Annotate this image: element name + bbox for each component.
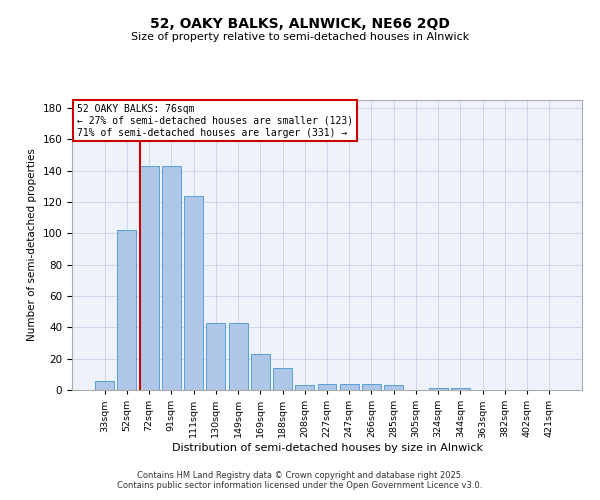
Text: Contains HM Land Registry data © Crown copyright and database right 2025.
Contai: Contains HM Land Registry data © Crown c… [118,470,482,490]
X-axis label: Distribution of semi-detached houses by size in Alnwick: Distribution of semi-detached houses by … [172,443,482,453]
Bar [340,384,359,390]
Y-axis label: Number of semi-detached properties: Number of semi-detached properties [27,148,37,342]
Bar [362,384,381,390]
Bar [206,322,225,390]
Bar [162,166,181,390]
Bar [251,354,270,390]
Bar [429,388,448,390]
Bar [95,380,114,390]
Bar [317,384,337,390]
Bar [184,196,203,390]
Text: Size of property relative to semi-detached houses in Alnwick: Size of property relative to semi-detach… [131,32,469,42]
Bar [384,386,403,390]
Bar [451,388,470,390]
Bar [295,386,314,390]
Bar [273,368,292,390]
Bar [140,166,158,390]
Bar [229,322,248,390]
Text: 52 OAKY BALKS: 76sqm
← 27% of semi-detached houses are smaller (123)
71% of semi: 52 OAKY BALKS: 76sqm ← 27% of semi-detac… [77,104,353,138]
Text: 52, OAKY BALKS, ALNWICK, NE66 2QD: 52, OAKY BALKS, ALNWICK, NE66 2QD [150,18,450,32]
Bar [118,230,136,390]
